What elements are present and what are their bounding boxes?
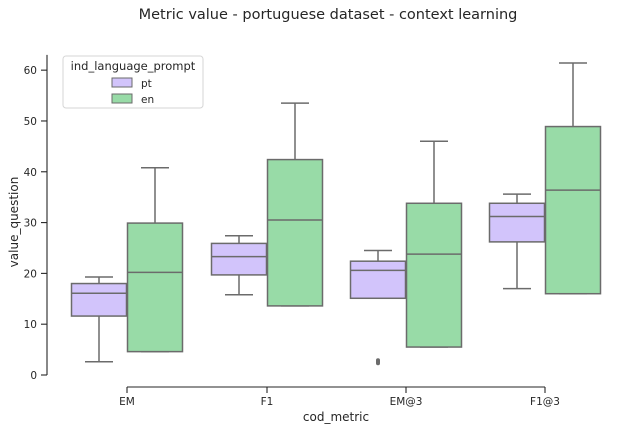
y-tick-label: 10	[24, 319, 37, 331]
iqr-box	[544, 125, 602, 295]
iqr-box	[405, 202, 463, 348]
iqr-box	[349, 260, 407, 300]
legend-frame	[62, 55, 204, 109]
iqr-box	[210, 242, 268, 276]
box-en-F1@3	[544, 62, 602, 295]
legend-swatch-en	[111, 93, 133, 104]
iqr-box	[70, 282, 128, 317]
y-tick-label: 50	[24, 116, 37, 128]
y-tick-label: 30	[24, 218, 37, 230]
x-tick-label: F1	[261, 396, 274, 408]
box-pt-F1@3	[488, 193, 546, 290]
legend-swatch-pt	[111, 77, 133, 88]
legend-label-en: en	[141, 94, 154, 106]
x-tick-label: EM	[119, 396, 135, 408]
iqr-box	[266, 158, 324, 307]
box-en-EM	[126, 166, 184, 353]
y-tick-label: 40	[24, 167, 37, 179]
iqr-box	[488, 202, 546, 243]
x-axis: EM F1 EM@3 F1@3	[119, 386, 560, 408]
box-pt-EM	[70, 276, 128, 363]
box-en-F1	[266, 102, 324, 307]
box-pt-EM@3	[349, 249, 407, 366]
x-tick-label: EM@3	[390, 396, 423, 408]
legend-title: ind_language_prompt	[71, 59, 196, 73]
x-tick-label: F1@3	[530, 396, 560, 408]
y-tick-label: 0	[30, 370, 37, 382]
y-tick-label: 60	[24, 65, 37, 77]
legend-label-pt: pt	[141, 78, 152, 90]
box-en-EM@3	[405, 140, 463, 348]
box-pt-F1	[210, 235, 268, 296]
y-axis: 0 10 20 30 40 50 60	[24, 54, 48, 382]
box-plot-area	[70, 62, 602, 366]
outlier-point	[376, 358, 380, 366]
y-tick-label: 20	[24, 268, 37, 280]
legend: ind_language_prompt pt en	[62, 55, 204, 109]
chart-title: Metric value - portuguese dataset - cont…	[139, 7, 518, 23]
y-axis-label: value_question	[7, 177, 21, 268]
iqr-box	[126, 222, 184, 353]
x-axis-label: cod_metric	[303, 410, 369, 424]
